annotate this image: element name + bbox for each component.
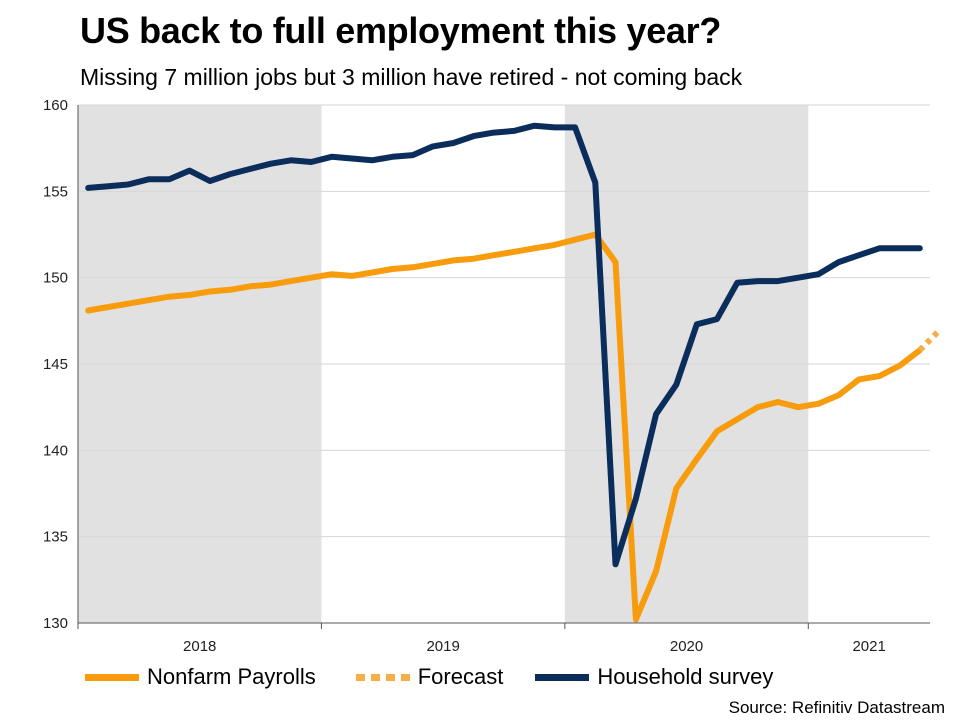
x-tick-label-2019: 2019 [426,638,459,655]
chart-title: US back to full employment this year? [80,10,722,51]
series-line-forecast [917,327,943,353]
legend-label-household: Household survey [597,664,774,689]
legend-item-nonfarm-payrolls: Nonfarm Payrolls [85,664,316,690]
y-tick-label-130: 130 [43,615,68,632]
x-tick-label-2018: 2018 [183,638,216,655]
series-line-nonfarm-payrolls [85,231,923,623]
series-line-household-survey [85,122,923,568]
legend-swatch-payrolls [85,673,139,681]
x-tick-label-2020: 2020 [670,638,703,655]
axes: 130 135 140 145 150 155 160 2018 2019 2020 2021 [43,97,930,655]
legend-item-forecast: Forecast [355,664,504,690]
legend-label-payrolls: Nonfarm Payrolls [147,664,316,689]
legend-swatch-forecast [355,673,410,681]
legend-item-household-survey: Household survey [535,664,773,690]
y-tick-label-150: 150 [43,270,68,287]
legend-swatch-household [535,673,590,681]
x-tick-label-2021: 2021 [852,638,885,655]
y-tick-label-155: 155 [43,183,68,200]
y-tick-label-160: 160 [43,97,68,114]
source-note: Source: Refinitiv Datastream [728,698,945,717]
legend: Nonfarm Payrolls Forecast Household surv… [85,664,773,690]
legend-label-forecast: Forecast [417,664,504,689]
y-tick-label-135: 135 [43,529,68,546]
series-lines [85,122,943,623]
y-tick-label-140: 140 [43,442,68,459]
y-tick-label-145: 145 [43,356,68,373]
chart-subtitle: Missing 7 million jobs but 3 million hav… [80,64,743,90]
